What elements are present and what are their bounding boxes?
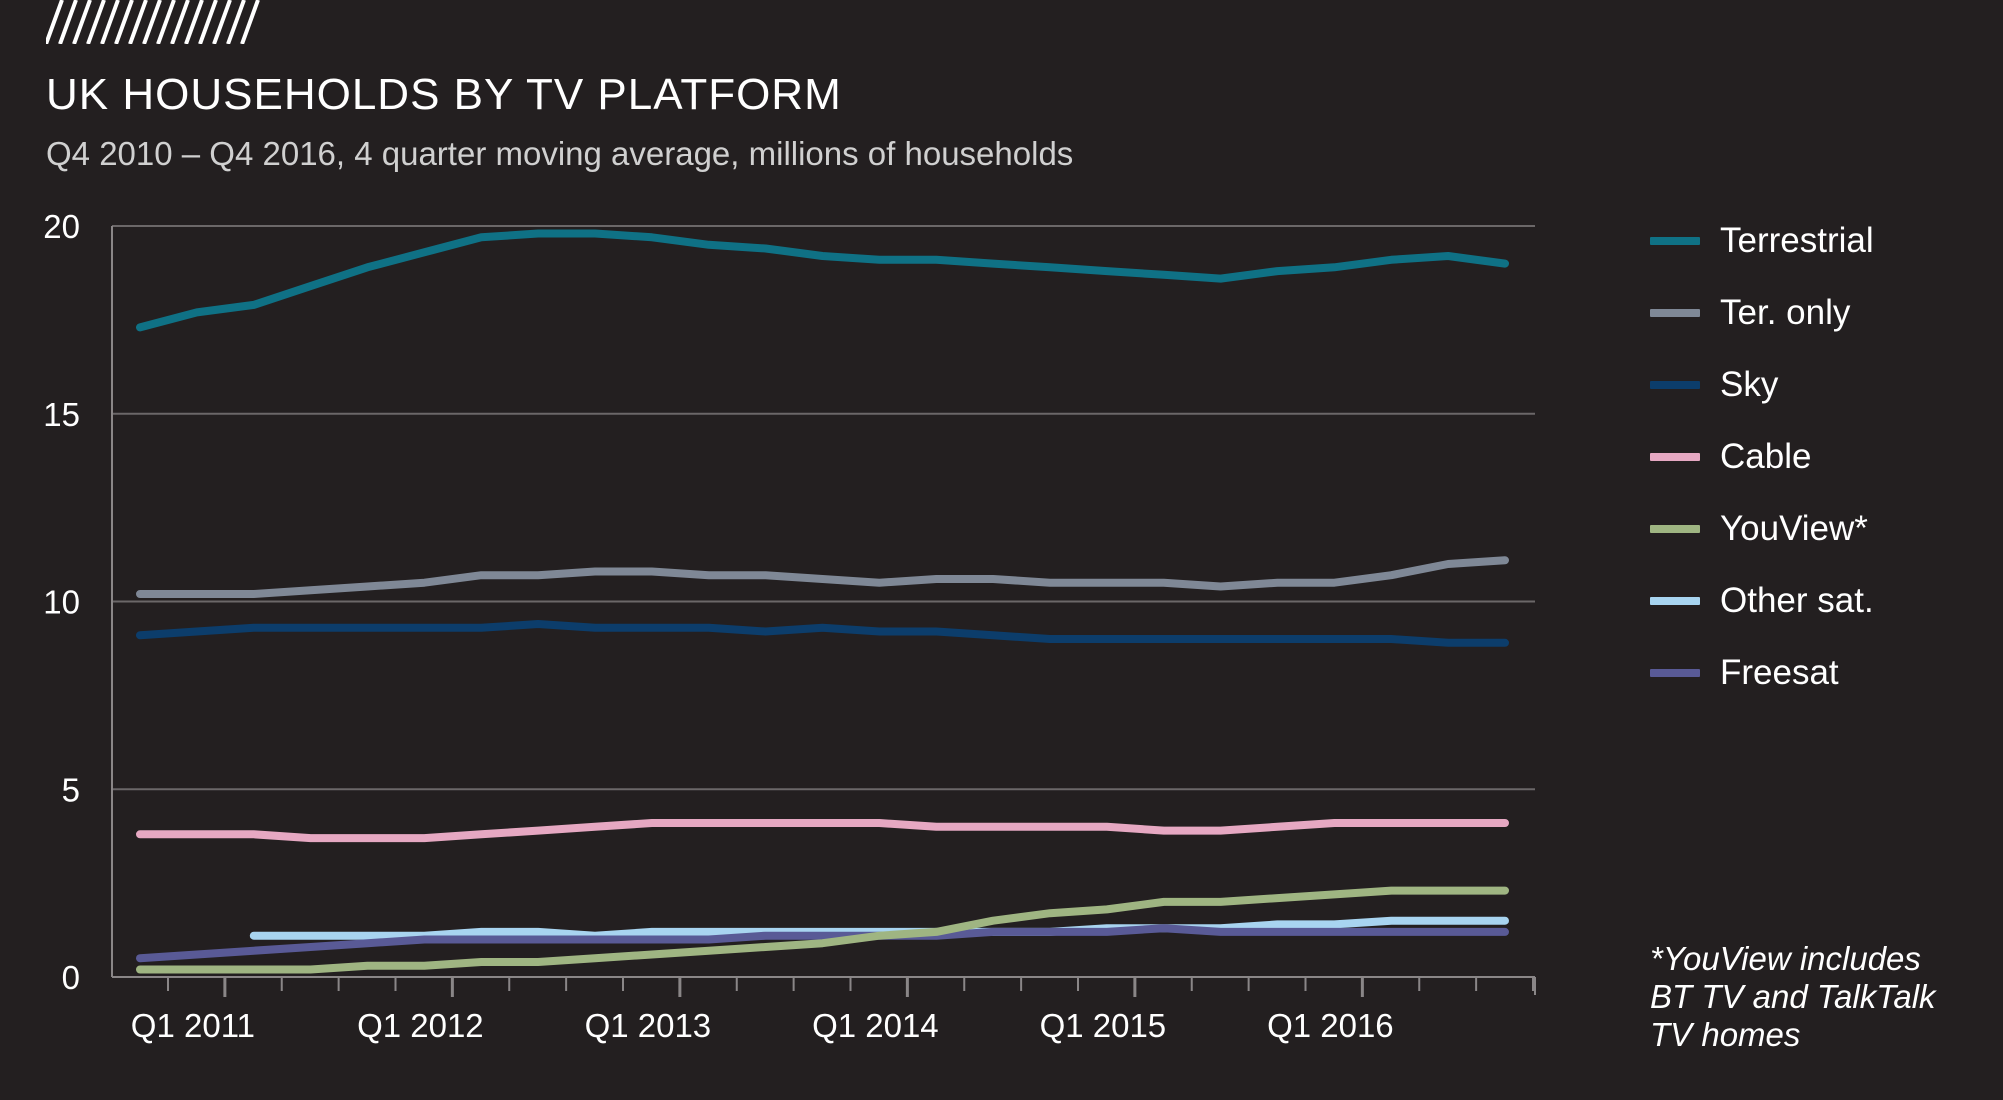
decorative-hatch-band bbox=[46, 0, 260, 44]
series-line-cable bbox=[136, 819, 1509, 843]
x-tick-label: Q1 2015 bbox=[1040, 1007, 1167, 1044]
x-tick-label: Q1 2011 bbox=[131, 1007, 255, 1044]
series-line-ter-only bbox=[136, 556, 1509, 598]
y-tick-label: 10 bbox=[43, 584, 80, 621]
x-axis: Q1 2011 Q1 2012 Q1 2013 Q1 2014 Q1 2015 Q1 20… bbox=[111, 226, 1536, 1044]
x-tick-label: Q1 2016 bbox=[1267, 1007, 1394, 1044]
legend-label: YouView* bbox=[1720, 509, 1868, 548]
gridlines: 0 5 10 15 20 bbox=[43, 208, 1535, 996]
y-tick-label: 0 bbox=[62, 959, 80, 996]
series-line-youview bbox=[136, 886, 1509, 974]
legend-label: Sky bbox=[1720, 365, 1779, 404]
legend-swatch bbox=[1650, 597, 1700, 605]
legend-label: Other sat. bbox=[1720, 581, 1874, 620]
chart-subtitle: Q4 2010 – Q4 2016, 4 quarter moving aver… bbox=[46, 135, 1074, 172]
legend-item: Cable bbox=[1650, 421, 1874, 493]
legend-swatch bbox=[1650, 453, 1700, 461]
legend-item: YouView* bbox=[1650, 493, 1874, 565]
series-line-freesat bbox=[136, 924, 1509, 963]
series-line-sky bbox=[136, 620, 1509, 647]
legend-swatch bbox=[1650, 525, 1700, 533]
x-tick-label: Q1 2013 bbox=[585, 1007, 712, 1044]
legend-label: Freesat bbox=[1720, 653, 1839, 692]
legend-item: Freesat bbox=[1650, 637, 1874, 709]
legend-swatch bbox=[1650, 381, 1700, 389]
y-tick-label: 20 bbox=[43, 208, 80, 245]
y-tick-label: 15 bbox=[43, 396, 80, 433]
legend-swatch bbox=[1650, 309, 1700, 317]
series-lines bbox=[136, 229, 1509, 974]
legend: Terrestrial Ter. only Sky Cable YouView* Othe… bbox=[1650, 205, 1874, 709]
series-line-terrestrial bbox=[136, 229, 1509, 332]
legend-swatch bbox=[1650, 669, 1700, 677]
legend-item: Terrestrial bbox=[1650, 205, 1874, 277]
legend-swatch bbox=[1650, 237, 1700, 245]
x-tick-label: Q1 2012 bbox=[357, 1007, 484, 1044]
legend-item: Other sat. bbox=[1650, 565, 1874, 637]
legend-label: Cable bbox=[1720, 437, 1812, 476]
legend-label: Terrestrial bbox=[1720, 221, 1874, 260]
x-tick-label: Q1 2014 bbox=[812, 1007, 939, 1044]
y-tick-label: 5 bbox=[62, 771, 80, 808]
footnote: *YouView includes BT TV and TalkTalk TV … bbox=[1650, 940, 1936, 1053]
legend-label: Ter. only bbox=[1720, 293, 1851, 332]
chart-title: UK HOUSEHOLDS BY TV PLATFORM bbox=[46, 70, 842, 119]
legend-item: Ter. only bbox=[1650, 277, 1874, 349]
legend-item: Sky bbox=[1650, 349, 1874, 421]
